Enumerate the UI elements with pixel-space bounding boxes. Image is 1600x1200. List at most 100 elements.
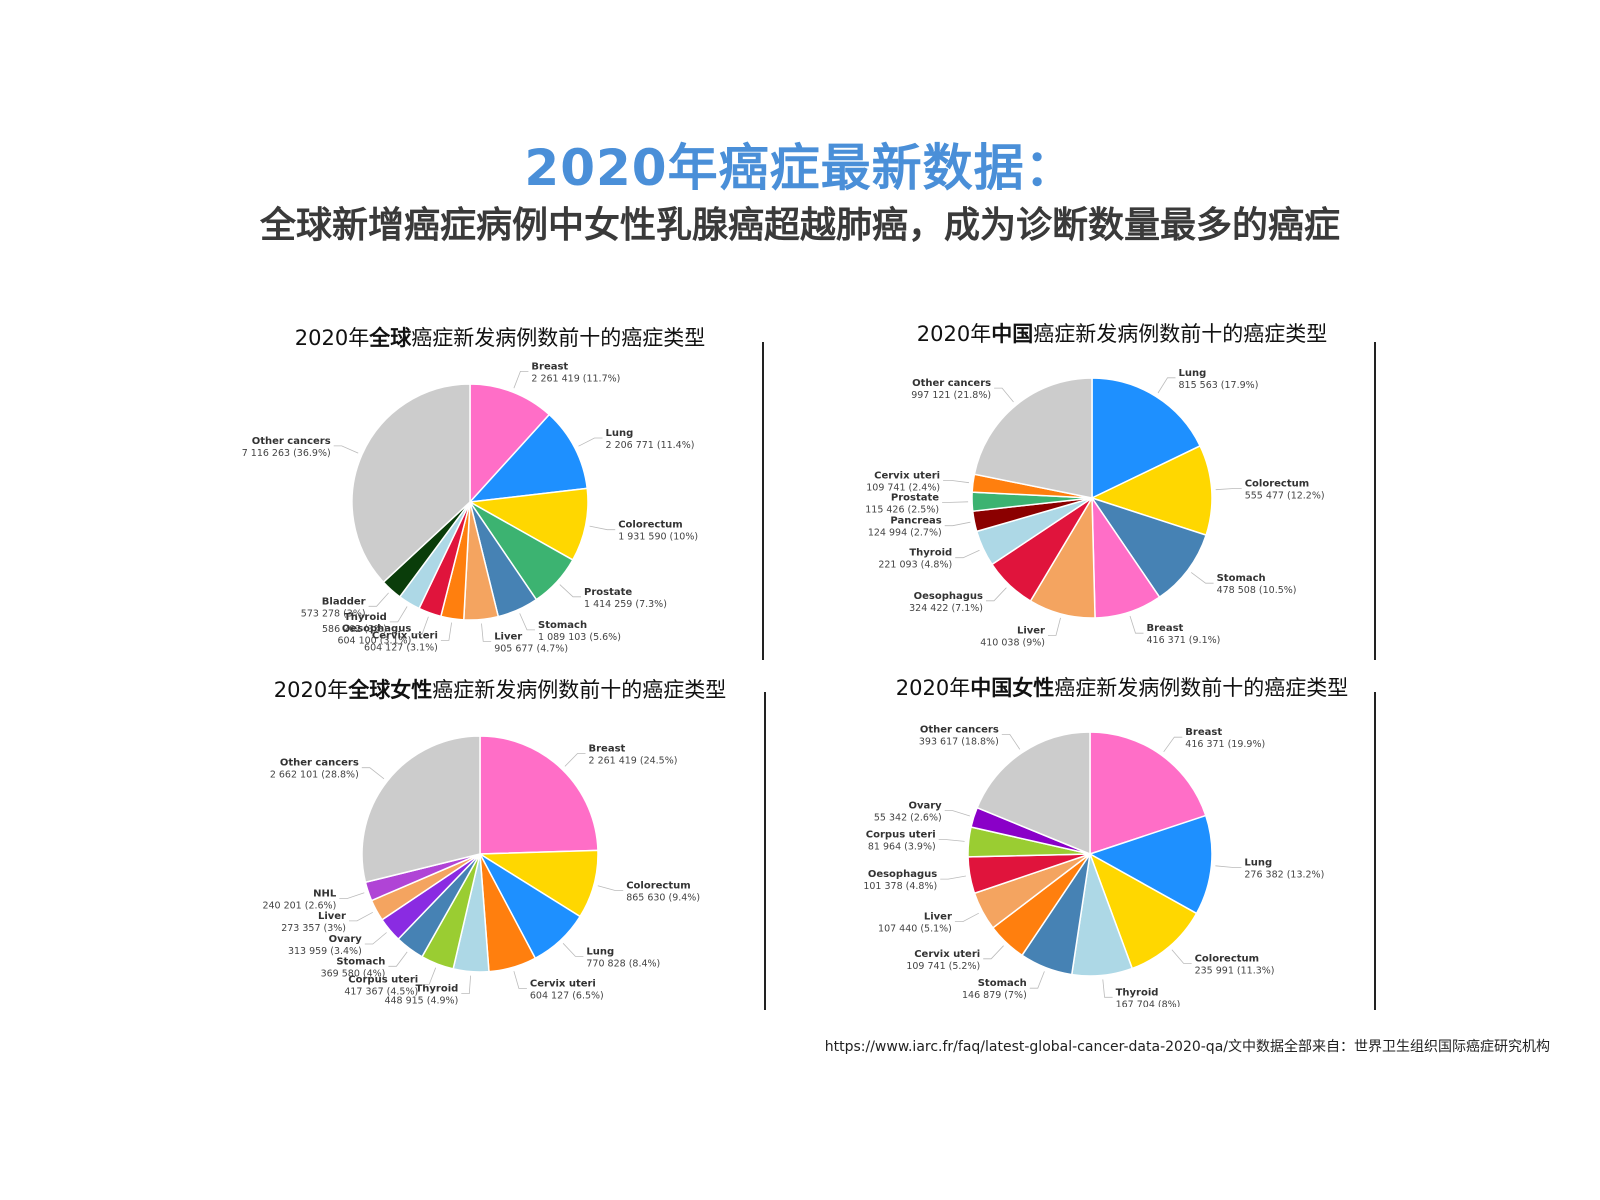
- leader-line: [954, 912, 979, 923]
- pie-slice-other-cancers: [973, 377, 1093, 499]
- leader-line: [414, 616, 429, 635]
- leader-line: [1215, 865, 1242, 868]
- slice-label-value: 2 261 419 (24.5%): [589, 756, 678, 767]
- divider-line: [764, 692, 766, 1010]
- slice-label-name: Cervix uteri: [914, 949, 980, 960]
- pie-slice-other-cancers: [976, 731, 1091, 856]
- slice-label-name: Other cancers: [912, 378, 991, 389]
- slice-label-value: 604 127 (6.5%): [530, 991, 604, 1002]
- leader-line: [1129, 615, 1144, 634]
- slice-label-name: Lung: [606, 428, 634, 439]
- leader-line: [983, 945, 1004, 960]
- slice-label-value: 55 342 (2.6%): [874, 813, 942, 824]
- pie-slice-lung: [1088, 814, 1213, 915]
- slice-label-value: 2 206 771 (11.4%): [606, 440, 695, 451]
- pie-slice-lung: [1091, 377, 1202, 500]
- slice-label-value: 109 741 (5.2%): [906, 961, 980, 972]
- slice-label-name: Thyroid: [344, 612, 387, 623]
- slice-label-name: Colorectum: [1195, 953, 1259, 964]
- divider-line: [1374, 692, 1376, 1010]
- slice-label-name: Stomach: [538, 620, 587, 631]
- slice-label-value: 324 422 (7.1%): [909, 603, 983, 614]
- leader-line: [364, 932, 387, 945]
- slice-label-name: NHL: [313, 889, 337, 900]
- leader-line: [943, 479, 970, 484]
- slice-label-value: 604 100 (3.1%): [337, 636, 411, 647]
- slice-label-name: Other cancers: [280, 758, 359, 769]
- slice-label-name: Breast: [531, 361, 568, 372]
- pie-slice-breast: [469, 383, 551, 504]
- pie-slice-colorectum: [467, 487, 589, 561]
- slice-label-value: 221 093 (4.8%): [878, 560, 952, 571]
- leader-line: [944, 521, 971, 527]
- slice-label-name: Oesophagus: [868, 869, 937, 880]
- pie-slice-stomach: [1090, 496, 1208, 599]
- slice-label-name: Bladder: [322, 596, 366, 607]
- pie-slice-breast: [1089, 731, 1207, 856]
- slice-label-name: Cervix uteri: [372, 630, 438, 641]
- chart-panel-china-female: 2020年中国女性癌症新发病例数前十的癌症类型 Breast 416 371 (1…: [862, 672, 1382, 1007]
- leader-line: [994, 387, 1014, 403]
- pie-slice-other-cancers: [361, 735, 481, 884]
- slice-label-name: Stomach: [336, 956, 385, 967]
- slice-label-value: 586 202 (3%): [322, 624, 387, 635]
- leader-line: [955, 549, 980, 559]
- slice-label-value: 240 201 (2.6%): [262, 901, 336, 912]
- slice-label-name: Stomach: [1217, 573, 1266, 584]
- slice-label-name: Lung: [1244, 858, 1272, 869]
- leader-line: [1215, 488, 1242, 491]
- slice-label-name: Liver: [1017, 625, 1045, 636]
- leader-line: [333, 445, 359, 454]
- leader-line: [944, 810, 971, 817]
- leader-line: [368, 592, 389, 607]
- slice-label-name: Lung: [586, 946, 614, 957]
- leader-line: [938, 839, 965, 842]
- pie-slice-colorectum: [1088, 852, 1198, 970]
- leader-line: [559, 584, 581, 598]
- slice-label-value: 235 991 (11.3%): [1195, 965, 1275, 976]
- leader-line: [1102, 979, 1113, 998]
- slice-label-value: 905 677 (4.7%): [494, 643, 568, 654]
- slice-label-name: Breast: [1147, 623, 1184, 634]
- leader-line: [421, 967, 437, 985]
- slice-label-value: 369 580 (4%): [321, 968, 386, 979]
- leader-line: [440, 622, 452, 641]
- slice-label-value: 101 378 (4.8%): [863, 881, 937, 892]
- page-title: 2020年癌症最新数据：: [524, 139, 1076, 197]
- slice-label-name: Liver: [924, 912, 952, 923]
- slice-label-value: 770 828 (8.4%): [586, 958, 660, 969]
- slice-label-value: 124 994 (2.7%): [868, 528, 942, 539]
- chart-panel-global: 2020年全球癌症新发病例数前十的癌症类型 Breast 2 261 419 (1…: [240, 322, 760, 657]
- leader-line: [1157, 377, 1176, 394]
- slice-label-value: 313 959 (3.4%): [288, 946, 362, 957]
- slice-label-name: Liver: [318, 911, 346, 922]
- slice-label-value: 393 617 (18.8%): [919, 736, 999, 747]
- divider-line: [762, 342, 764, 660]
- slice-label-name: Breast: [1185, 727, 1222, 738]
- leader-line: [388, 951, 408, 967]
- leader-line: [1190, 572, 1214, 584]
- slice-label-value: 109 741 (2.4%): [866, 482, 940, 493]
- slice-label-name: Oesophagus: [914, 591, 983, 602]
- slice-label-name: Prostate: [584, 587, 632, 598]
- slice-label-name: Colorectum: [1245, 479, 1309, 490]
- slice-label-name: Other cancers: [252, 436, 331, 447]
- leader-line: [564, 753, 586, 767]
- slice-label-name: Pancreas: [890, 516, 941, 527]
- slice-label-value: 416 371 (19.9%): [1185, 739, 1265, 750]
- leader-line: [339, 892, 365, 899]
- pie-slice-other-cancers: [351, 383, 471, 584]
- slice-label-name: Liver: [494, 631, 522, 642]
- slice-label-name: Thyroid: [1116, 987, 1159, 998]
- slice-label-value: 997 121 (21.8%): [911, 390, 991, 401]
- leader-line: [1029, 971, 1045, 989]
- slice-label-value: 815 563 (17.9%): [1179, 380, 1259, 391]
- leader-line: [1048, 617, 1061, 636]
- slice-label-value: 273 357 (3%): [281, 923, 346, 934]
- slice-label-name: Other cancers: [920, 724, 999, 735]
- slice-label-name: Corpus uteri: [348, 974, 418, 985]
- leader-line: [389, 606, 408, 623]
